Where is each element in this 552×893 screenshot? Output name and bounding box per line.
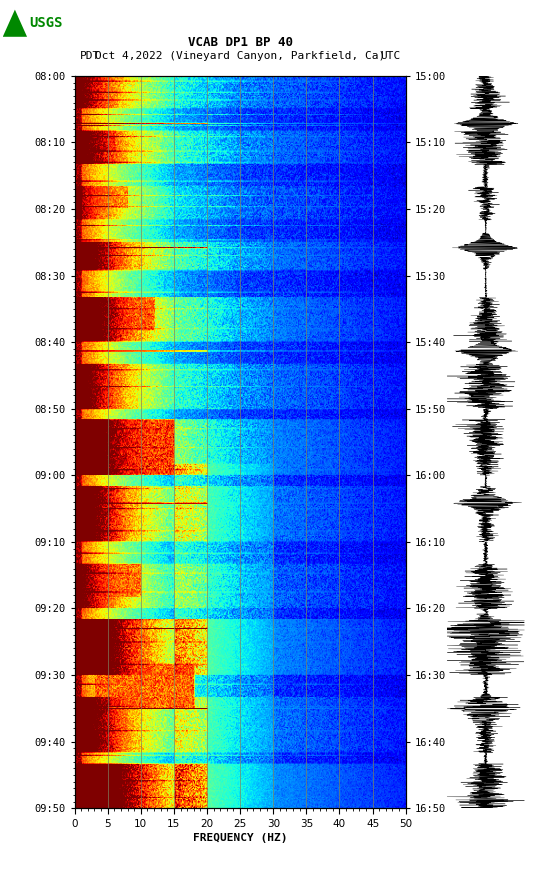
Text: PDT: PDT xyxy=(80,51,100,62)
Text: Oct 4,2022 (Vineyard Canyon, Parkfield, Ca): Oct 4,2022 (Vineyard Canyon, Parkfield, … xyxy=(95,51,385,62)
Text: UTC: UTC xyxy=(380,51,400,62)
X-axis label: FREQUENCY (HZ): FREQUENCY (HZ) xyxy=(193,833,288,843)
Text: USGS: USGS xyxy=(29,16,63,30)
Text: VCAB DP1 BP 40: VCAB DP1 BP 40 xyxy=(188,37,293,49)
Polygon shape xyxy=(3,10,27,37)
